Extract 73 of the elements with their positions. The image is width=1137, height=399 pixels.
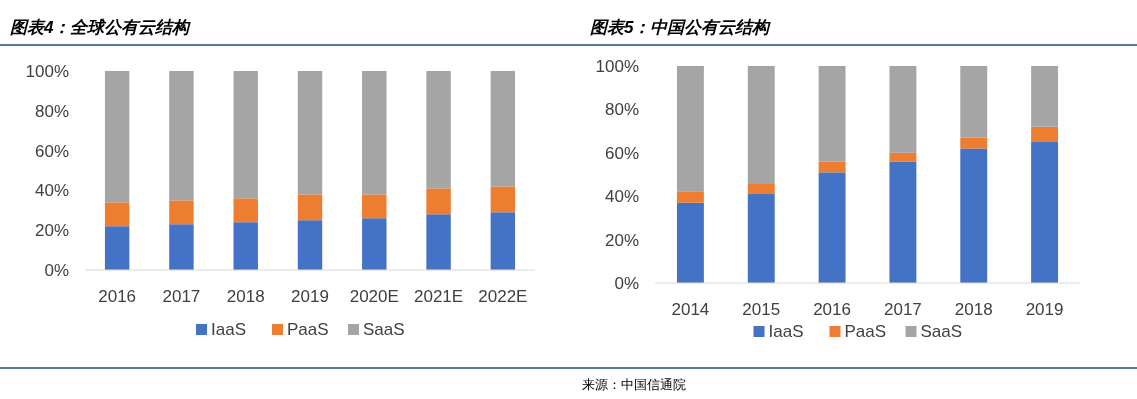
bar: [490, 212, 516, 270]
bar: [490, 186, 516, 213]
bar: [818, 66, 846, 162]
bar: [169, 71, 194, 201]
legend-label: SaaS: [363, 320, 405, 339]
bar: [297, 194, 323, 221]
x-tick-label: 2019: [291, 287, 329, 306]
bar: [676, 202, 704, 283]
legend-label: SaaS: [920, 322, 963, 341]
y-tick-label: 60%: [34, 141, 69, 161]
x-tick-label: 2022E: [478, 287, 528, 306]
bar: [169, 200, 194, 225]
bar: [169, 224, 194, 270]
bar: [104, 71, 130, 203]
y-tick-label: 80%: [34, 101, 69, 121]
y-tick-label: 100%: [595, 57, 639, 76]
chart-title: 图表4：全球公有云结构: [10, 18, 192, 37]
y-tick-label: 0%: [44, 261, 69, 280]
bar: [362, 194, 387, 219]
bar: [233, 198, 258, 223]
bar: [747, 66, 775, 184]
y-tick-label: 40%: [604, 187, 639, 207]
bar: [889, 161, 917, 283]
x-tick-label: 2018: [226, 287, 265, 306]
bar: [362, 71, 387, 195]
y-tick-label: 80%: [604, 100, 639, 120]
bar: [1031, 66, 1059, 127]
bar: [960, 137, 988, 149]
bar: [889, 152, 917, 162]
bar: [426, 188, 451, 215]
bar: [960, 148, 988, 283]
bar: [104, 226, 130, 270]
legend-label: IaaS: [211, 320, 246, 339]
bar: [1031, 141, 1059, 283]
x-tick-label: 2016: [813, 300, 851, 319]
bar: [233, 71, 258, 199]
y-tick-label: 20%: [34, 221, 69, 241]
bar: [1031, 126, 1059, 142]
y-tick-label: 40%: [34, 181, 69, 201]
y-tick-label: 60%: [604, 143, 639, 163]
bar: [297, 71, 323, 195]
bar: [960, 66, 988, 138]
x-tick-label: 2014: [671, 300, 710, 319]
bar: [818, 172, 846, 283]
y-tick-label: 100%: [25, 62, 69, 81]
x-tick-label: 2021E: [413, 287, 464, 306]
x-tick-label: 2019: [1025, 300, 1064, 319]
x-tick-label: 2016: [98, 287, 137, 306]
bar: [426, 214, 451, 270]
bar: [676, 66, 704, 192]
bar: [426, 71, 451, 189]
bar: [889, 66, 917, 153]
chart-title: 图表5：中国公有云结构: [590, 18, 772, 37]
y-tick-label: 20%: [604, 230, 639, 250]
x-tick-label: 2017: [162, 287, 201, 306]
bar: [747, 183, 775, 195]
bar: [233, 222, 258, 270]
bar: [747, 194, 775, 283]
x-tick-label: 2020E: [349, 287, 399, 306]
legend-label: PaaS: [844, 322, 887, 341]
bar: [104, 202, 130, 227]
source-note: 来源：中国信通院: [582, 377, 686, 392]
bar: [362, 218, 387, 270]
legend-label: PaaS: [287, 320, 329, 339]
x-tick-label: 2017: [884, 300, 922, 319]
legend-label: IaaS: [768, 322, 804, 341]
x-tick-label: 2018: [954, 300, 993, 319]
bar: [297, 220, 323, 270]
x-tick-label: 2015: [742, 300, 781, 319]
bar: [490, 71, 516, 187]
bar: [676, 191, 704, 203]
bar: [818, 161, 846, 173]
y-tick-label: 0%: [614, 274, 639, 293]
